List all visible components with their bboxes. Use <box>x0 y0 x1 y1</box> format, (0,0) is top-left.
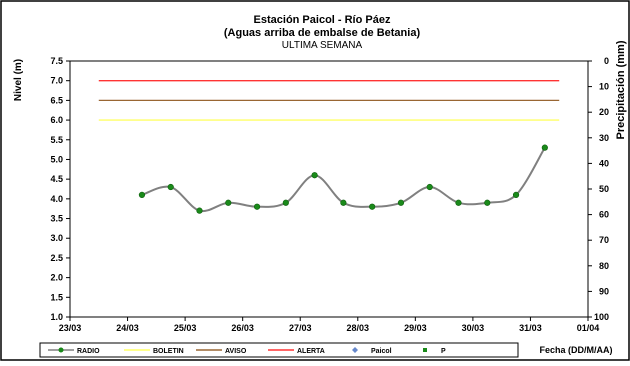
y2-tick-label: 30 <box>599 133 609 143</box>
y-tick-label: 1.0 <box>50 312 63 322</box>
chart-period: ULTIMA SEMANA <box>282 40 363 51</box>
y-tick-label: 5.5 <box>50 135 63 145</box>
chart-subtitle: (Aguas arriba de embalse de Betania) <box>224 27 421 39</box>
x-tick-label: 31/03 <box>519 323 542 333</box>
threshold-lines <box>98 80 560 121</box>
y2-tick-label: 10 <box>599 82 609 92</box>
x-tick-label: 23/03 <box>59 323 82 333</box>
ticks-group: 1.0 1.5 2.0 2.5 3.0 3.5 4.0 4.5 5.0 5.5 6.0 6.5 7.0 7… <box>50 56 609 333</box>
legend-label: RADIO <box>77 348 100 355</box>
y2-tick-label: 70 <box>599 235 609 245</box>
data-point <box>397 199 405 206</box>
data-point <box>512 191 520 199</box>
x-tick-label: 27/03 <box>289 323 312 333</box>
x-axis-label: Fecha (DD/M/AA) <box>539 345 612 355</box>
y-axis-label: Nivel (m) <box>13 59 24 101</box>
legend-marker-paicol <box>352 347 358 353</box>
legend: RADIO BOLETIN AVISO ALERTA Paicol P <box>39 342 519 358</box>
x-tick-label: 25/03 <box>174 323 197 333</box>
y-tick-label: 2.0 <box>50 273 63 283</box>
legend-marker-p <box>423 348 427 352</box>
y2-tick-label: 50 <box>599 184 609 194</box>
y-tick-label: 6.5 <box>50 95 63 105</box>
y2-tick-label: 40 <box>599 158 609 168</box>
x-tick-label: 28/03 <box>347 323 370 333</box>
y2-tick-label: 100 <box>594 312 609 322</box>
y-tick-label: 3.0 <box>50 233 63 243</box>
series-group <box>138 144 548 214</box>
x-tick-label: 01/04 <box>577 323 600 333</box>
data-point <box>253 203 261 210</box>
y-tick-label: 6.0 <box>50 115 63 125</box>
data-point <box>138 191 146 199</box>
y2-tick-label: 60 <box>599 210 609 220</box>
legend-label: Paicol <box>371 348 392 355</box>
y-tick-label: 3.5 <box>50 214 63 224</box>
y-tick-label: 4.0 <box>50 194 63 204</box>
data-point <box>340 199 347 206</box>
data-point <box>484 199 491 206</box>
data-point <box>225 199 232 206</box>
legend-label: P <box>441 348 446 355</box>
data-point <box>426 183 433 191</box>
y-tick-label: 5.0 <box>50 154 63 164</box>
legend-label: ALERTA <box>297 348 325 355</box>
data-point <box>541 144 548 151</box>
y-tick-label: 7.5 <box>50 56 63 66</box>
legend-marker-radio <box>58 347 64 353</box>
y-tick-label: 7.0 <box>50 76 63 86</box>
x-tick-label: 30/03 <box>462 323 485 333</box>
y2-axis-label: Precipitación (mm) <box>615 40 627 139</box>
x-tick-label: 24/03 <box>116 323 139 333</box>
data-point <box>167 183 174 191</box>
y2-tick-label: 90 <box>599 286 609 296</box>
legend-label: BOLETIN <box>153 348 184 355</box>
chart-title: Estación Paicol - Río Páez <box>254 14 391 26</box>
data-point <box>196 207 203 214</box>
data-point <box>369 203 376 210</box>
data-point <box>455 199 462 206</box>
data-point <box>282 199 289 206</box>
y-tick-label: 4.5 <box>50 174 63 184</box>
legend-label: AVISO <box>225 348 247 355</box>
y2-tick-label: 80 <box>599 261 609 271</box>
y-tick-label: 1.5 <box>50 292 63 302</box>
data-point <box>311 172 318 179</box>
y-tick-label: 2.5 <box>50 253 63 263</box>
y2-tick-label: 20 <box>599 107 609 117</box>
x-tick-label: 26/03 <box>231 323 254 333</box>
x-tick-label: 29/03 <box>404 323 427 333</box>
y2-tick-label: 0 <box>604 56 609 66</box>
